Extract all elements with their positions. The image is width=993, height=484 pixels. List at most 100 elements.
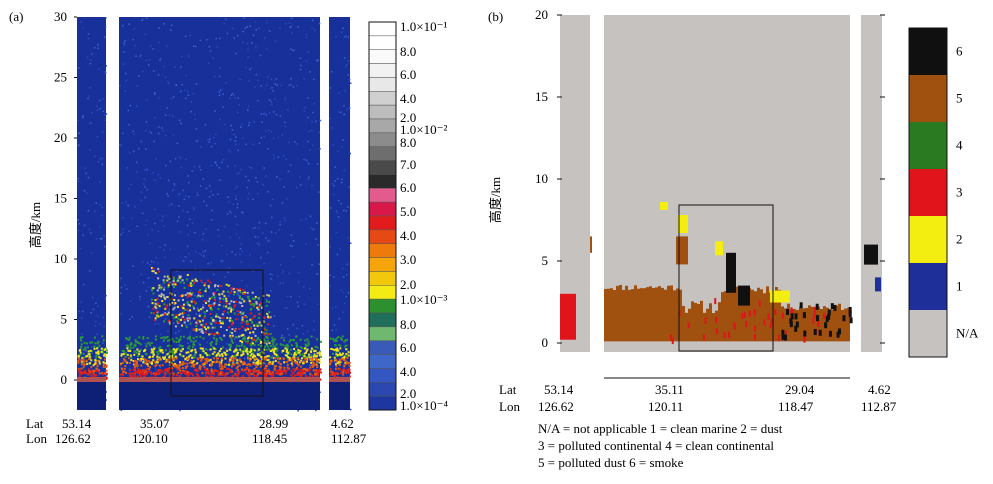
plume-pixel [240,334,243,337]
noise-pixel [96,136,99,138]
noise-pixel [246,285,248,288]
noise-pixel [333,193,336,196]
aerosol-pixel [81,371,84,374]
colorbar-label: 1.0×10⁻² [400,122,447,137]
aerosol-pixel [343,357,346,360]
noise-pixel [200,254,203,256]
aerosol-pixel [310,335,313,338]
noise-pixel [295,186,298,189]
aerosol-pixel [290,344,293,347]
noise-pixel [319,119,322,122]
noise-pixel [148,316,151,318]
aerosol-pixel [213,370,216,373]
noise-pixel [329,285,331,287]
aerosol-pixel [256,337,259,340]
plume-pixel [259,304,262,307]
noise-pixel [305,242,307,245]
noise-pixel [155,368,157,370]
noise-pixel [119,292,122,295]
dust-column [658,286,661,342]
plume-pixel [189,282,192,285]
aerosol-pixel [139,375,142,378]
noise-pixel [207,262,209,265]
noise-pixel [101,163,104,166]
noise-pixel [285,197,288,200]
lon-label: 120.10 [132,431,168,446]
aerosol-pixel [188,372,191,375]
noise-pixel [241,250,244,253]
aerosol-pixel [330,370,333,373]
colorbar-cell [368,160,397,175]
noise-pixel [290,295,292,298]
pc-pixel [823,312,826,319]
aerosol-pixel [178,375,181,378]
noise-pixel [265,237,267,239]
aerosol-pixel [304,370,307,373]
plume-pixel [218,293,221,296]
aerosol-pixel [275,353,278,356]
plume-pixel [231,320,234,323]
aerosol-pixel [139,349,142,352]
aerosol-pixel [229,358,232,361]
noise-pixel [136,349,138,352]
plume-pixel [156,297,159,300]
aerosol-pixel [295,351,298,354]
noise-pixel [164,76,167,79]
aerosol-pixel [318,353,321,356]
noise-pixel [147,306,150,308]
plume-pixel [240,321,243,324]
noise-pixel [104,113,106,116]
aerosol-pixel [217,372,220,375]
aerosol-pixel [280,366,283,369]
category-swatch [909,216,947,263]
aerosol-pixel [146,371,149,374]
aerosol-pixel [78,368,81,371]
plume-pixel [157,277,160,280]
noise-pixel [182,260,185,262]
aerosol-pixel [274,365,277,368]
noise-pixel [185,324,187,327]
aerosol-pixel [331,352,334,355]
noise-pixel [269,99,272,102]
noise-pixel [343,209,345,212]
aerosol-pixel [226,372,229,375]
plume-pixel [179,295,182,298]
aerosol-pixel [310,354,313,357]
noise-pixel [190,260,192,263]
colorbar-cell [368,395,397,411]
noise-pixel [271,274,273,276]
plume-pixel [222,298,225,301]
noise-pixel [124,90,126,92]
aerosol-pixel [161,351,164,354]
aerosol-pixel [91,369,94,372]
aerosol-pixel [247,363,250,366]
aerosol-pixel [104,355,107,358]
noise-pixel [234,338,236,340]
aerosol-pixel [277,372,280,375]
noise-pixel [243,357,246,360]
noise-pixel [154,323,156,325]
noise-pixel [189,331,192,333]
noise-pixel [329,117,331,120]
plume-pixel [257,305,260,308]
aerosol-pixel [90,374,93,377]
plume-pixel [190,292,193,295]
aerosol-pixel [296,356,299,359]
noise-pixel [271,355,274,357]
aerosol-pixel [209,348,212,351]
noise-pixel [161,219,163,222]
noise-pixel [280,84,283,87]
aerosol-pixel [348,375,351,378]
aerosol-pixel [224,373,227,376]
aerosol-pixel [120,354,123,357]
noise-pixel [184,35,187,38]
noise-pixel [139,55,141,57]
aerosol-pixel [269,372,272,375]
aerosol-pixel [138,374,141,377]
aerosol-pixel [102,366,105,369]
plume-pixel [187,293,190,296]
noise-pixel [345,273,348,276]
aerosol-pixel [221,365,224,368]
plume-pixel [227,307,230,310]
aerosol-pixel [93,370,96,373]
